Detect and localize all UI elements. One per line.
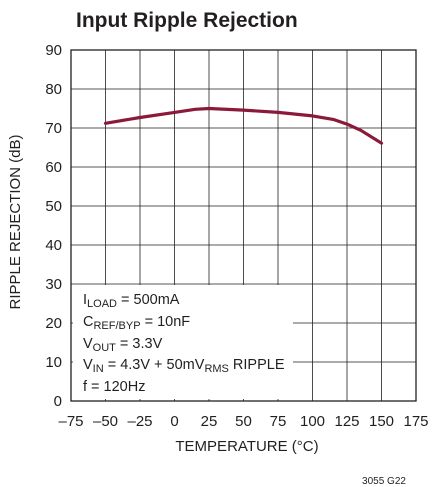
annotation-line: ILOAD = 500mA [83, 292, 180, 310]
y-tick-label: 60 [45, 159, 62, 176]
y-tick-label: 70 [45, 120, 62, 137]
annotation-line: VIN = 4.3V + 50mVRMS RIPPLE [83, 357, 285, 375]
annotation-background [73, 285, 293, 399]
plot-frame [70, 49, 417, 402]
annotation-line: f = 120Hz [83, 379, 145, 395]
x-tick-label: 175 [403, 413, 428, 430]
y-tick-label: 80 [45, 81, 62, 98]
x-tick-label: 75 [270, 413, 287, 430]
series-layer [103, 106, 384, 145]
x-tick-label: 25 [201, 413, 218, 430]
y-tick-label: 20 [45, 315, 62, 332]
annotation-line: VOUT = 3.3V [83, 336, 163, 354]
x-tick-label: –75 [58, 413, 83, 430]
y-tick-label: 50 [45, 198, 62, 215]
annotation-line: CREF/BYP = 10nF [83, 314, 190, 332]
conditions-annotation: ILOAD = 500mA CREF/BYP = 10nF VOUT = 3.3V V… [73, 285, 293, 399]
x-tick-label: –25 [127, 413, 152, 430]
x-tick-label: 0 [170, 413, 178, 430]
x-tick-label: 150 [369, 413, 394, 430]
y-tick-label: 0 [54, 393, 62, 410]
x-tick-label: –50 [93, 413, 118, 430]
figure-code: 3055 G22 [362, 476, 406, 487]
series-line [103, 106, 384, 145]
x-tick-label: 50 [235, 413, 252, 430]
chart-title: Input Ripple Rejection [76, 9, 298, 32]
y-tick-label: 40 [45, 237, 62, 254]
y-tick-label: 30 [45, 276, 62, 293]
y-tick-label: 10 [45, 354, 62, 371]
x-tick-label: 100 [300, 413, 325, 430]
y-tick-labels: 0 10 20 30 40 50 60 70 80 90 [45, 42, 62, 410]
x-axis-label: TEMPERATURE (°C) [175, 438, 318, 455]
x-tick-labels: –75 –50 –25 0 25 50 75 100 125 150 175 [58, 413, 428, 430]
y-tick-label: 90 [45, 42, 62, 59]
y-axis-label: RIPPLE REJECTION (dB) [7, 134, 24, 309]
x-tick-label: 125 [334, 413, 359, 430]
